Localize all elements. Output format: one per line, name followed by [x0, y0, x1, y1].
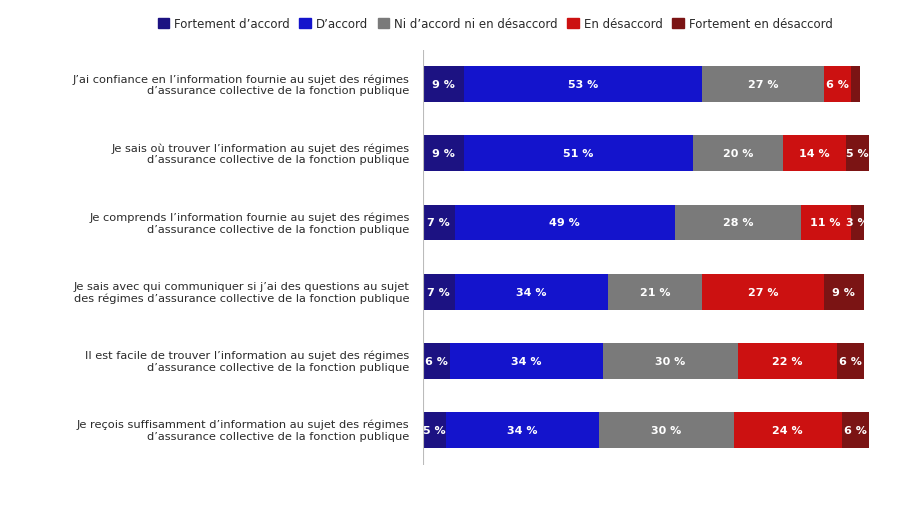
Text: 30 %: 30 % [655, 356, 686, 366]
Bar [734, 412, 842, 448]
Bar [423, 205, 454, 241]
Text: 6 %: 6 % [843, 425, 867, 435]
Bar [824, 274, 864, 310]
Bar [598, 412, 733, 448]
Bar [454, 274, 608, 310]
Text: Je comprends l’information fournie au sujet des régimes
d’assurance collective d: Je comprends l’information fournie au su… [89, 212, 410, 234]
Text: 6 %: 6 % [839, 356, 862, 366]
Text: 34 %: 34 % [516, 287, 546, 297]
Text: 51 %: 51 % [563, 149, 593, 159]
Bar [423, 343, 450, 379]
Bar [801, 205, 850, 241]
Text: 20 %: 20 % [723, 149, 753, 159]
Bar [423, 67, 464, 103]
Text: 9 %: 9 % [432, 80, 454, 90]
Bar [608, 274, 702, 310]
Text: J’ai confiance en l’information fournie au sujet des régimes
d’assurance collect: J’ai confiance en l’information fournie … [73, 74, 410, 96]
Text: 7 %: 7 % [428, 218, 450, 228]
Bar [850, 67, 860, 103]
Bar [603, 343, 738, 379]
Text: 21 %: 21 % [640, 287, 670, 297]
Bar [450, 343, 603, 379]
Bar [464, 67, 702, 103]
Text: 3 %: 3 % [846, 218, 868, 228]
Bar [824, 67, 850, 103]
Bar [423, 136, 464, 172]
Bar [846, 136, 868, 172]
Text: 14 %: 14 % [799, 149, 830, 159]
Text: 7 %: 7 % [428, 287, 450, 297]
Bar [454, 205, 675, 241]
Text: 9 %: 9 % [832, 287, 855, 297]
Bar [702, 67, 824, 103]
Bar [837, 343, 864, 379]
Text: 49 %: 49 % [549, 218, 580, 228]
Text: 28 %: 28 % [723, 218, 753, 228]
Bar [464, 136, 693, 172]
Text: 53 %: 53 % [568, 80, 598, 90]
Text: 9 %: 9 % [432, 149, 454, 159]
Text: 6 %: 6 % [825, 80, 849, 90]
Bar [738, 343, 837, 379]
Text: 27 %: 27 % [748, 80, 778, 90]
Bar [675, 205, 801, 241]
Text: 34 %: 34 % [511, 356, 542, 366]
Text: 24 %: 24 % [772, 425, 803, 435]
Text: 22 %: 22 % [772, 356, 803, 366]
Bar [783, 136, 846, 172]
Text: Il est facile de trouver l’information au sujet des régimes
d’assurance collecti: Il est facile de trouver l’information a… [86, 350, 410, 372]
Bar [842, 412, 868, 448]
Legend: Fortement d’accord, D’accord, Ni d’accord ni en désaccord, En désaccord, Forteme: Fortement d’accord, D’accord, Ni d’accor… [153, 14, 837, 36]
Text: 5 %: 5 % [423, 425, 446, 435]
Text: 34 %: 34 % [507, 425, 537, 435]
Text: 27 %: 27 % [748, 287, 778, 297]
Text: 5 %: 5 % [846, 149, 868, 159]
Bar [423, 274, 454, 310]
Text: 30 %: 30 % [651, 425, 681, 435]
Bar [702, 274, 824, 310]
Bar [850, 205, 864, 241]
Bar [446, 412, 598, 448]
Text: 11 %: 11 % [811, 218, 841, 228]
Text: Je sais avec qui communiquer si j’ai des questions au sujet
des régimes d’assura: Je sais avec qui communiquer si j’ai des… [74, 281, 410, 303]
Text: Je sais où trouver l’information au sujet des régimes
d’assurance collective de : Je sais où trouver l’information au suje… [112, 143, 410, 165]
Text: Je reçois suffisamment d’information au sujet des régimes
d’assurance collective: Je reçois suffisamment d’information au … [76, 419, 410, 441]
Bar [423, 412, 446, 448]
Bar [693, 136, 783, 172]
Text: 6 %: 6 % [425, 356, 448, 366]
